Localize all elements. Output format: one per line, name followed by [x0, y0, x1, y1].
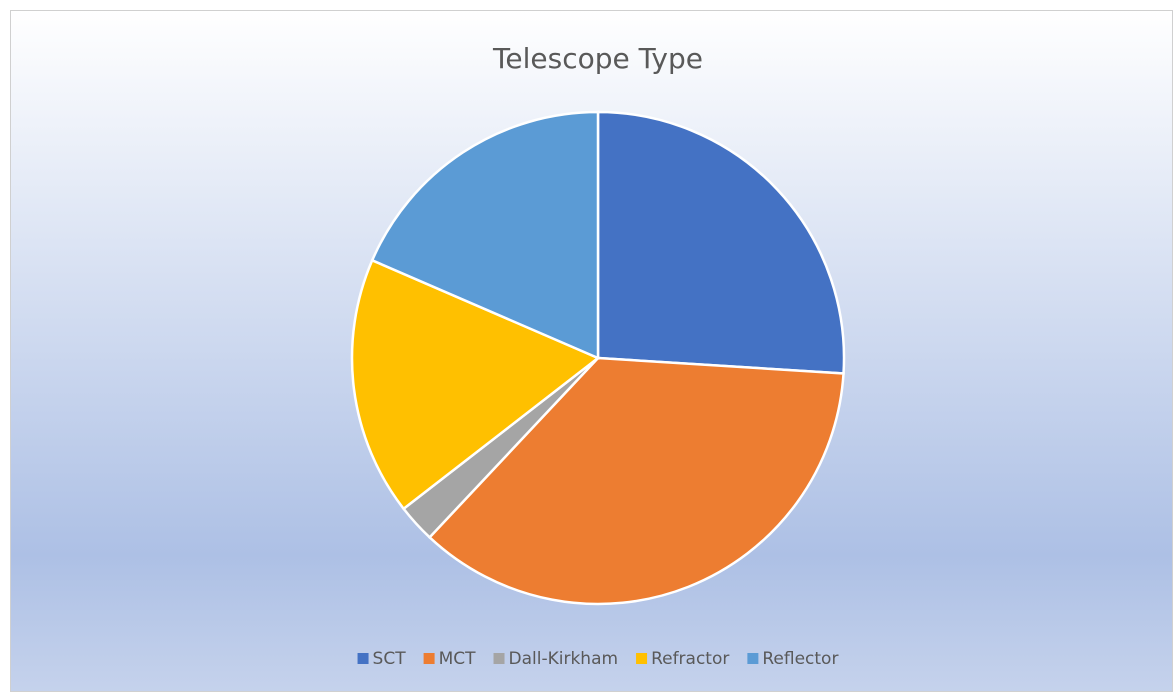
legend-swatch	[747, 653, 759, 664]
legend-swatch	[357, 653, 369, 664]
pie-slice	[350, 258, 601, 511]
legend-swatch	[493, 653, 505, 664]
legend-swatch	[423, 653, 435, 664]
chart-title: Telescope Type	[492, 42, 703, 75]
legend-label: Refractor	[651, 649, 729, 669]
legend-label: MCT	[439, 649, 477, 669]
pie-slice	[427, 356, 845, 606]
legend-label: SCT	[373, 649, 407, 669]
legend-label: Dall-Kirkham	[509, 649, 619, 669]
legend-swatch	[636, 653, 648, 664]
pie-slice	[370, 110, 600, 360]
pie-slice	[596, 110, 846, 375]
legend-label: Reflector	[762, 649, 838, 669]
